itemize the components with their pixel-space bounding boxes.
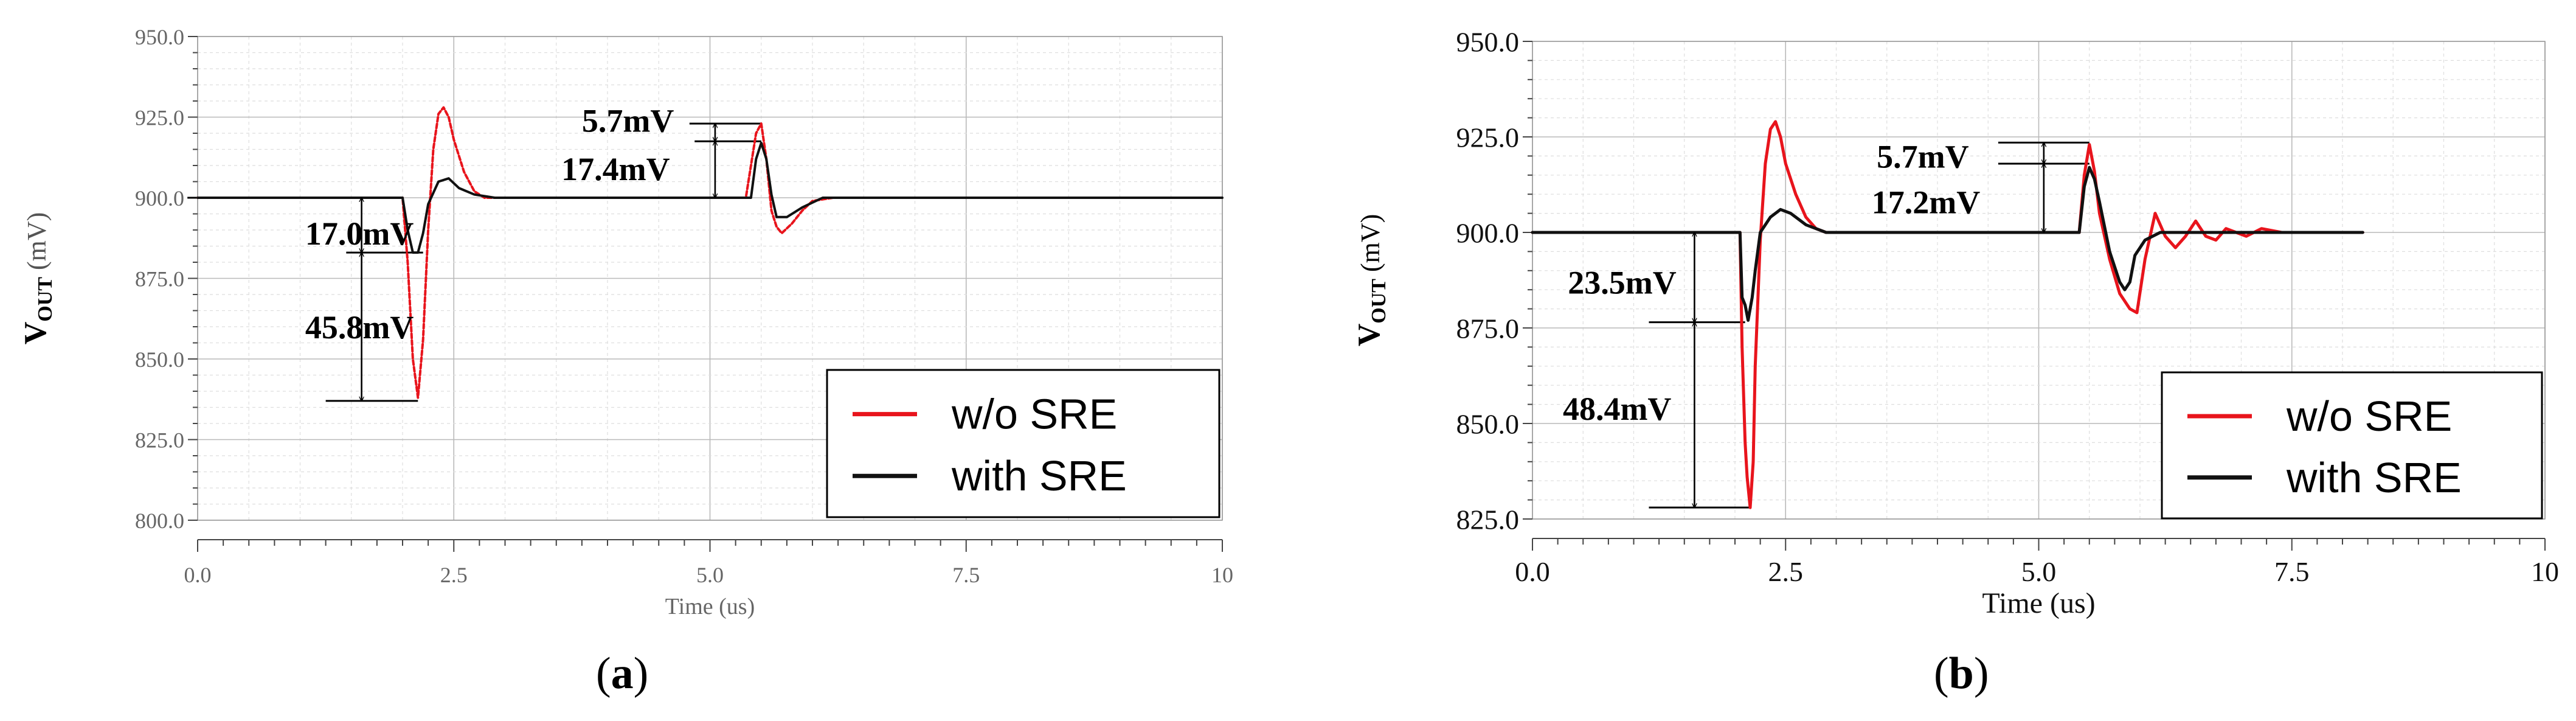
y-axis-title: VOUT (mV) — [1352, 214, 1390, 347]
legend-label: with SRE — [951, 452, 1127, 500]
x-tick-label: 0.0 — [1515, 556, 1550, 587]
legend-label: w/o SRE — [2286, 392, 2452, 440]
chart-panel-b: 0.0 2.5 5.0 7.5 10 Time (us) 825.0 850.0 875.0 90… — [1352, 27, 2559, 619]
legend: w/o SRE with SRE — [826, 369, 1220, 518]
plot-area — [1532, 41, 2546, 520]
legend-box — [2161, 371, 2543, 520]
annotation-label: 17.2mV — [1872, 184, 1980, 221]
x-tick-label: 7.5 — [2274, 556, 2310, 587]
x-tick-label: 2.5 — [440, 563, 468, 587]
y-axis-title-sub: OUT — [1368, 279, 1390, 324]
chart-panel-a: 0.0 2.5 5.0 7.5 10 Time (us) 800.0 825.0 850.0 87… — [18, 25, 1233, 619]
y-axis-title-unit: (mV) — [1356, 214, 1385, 279]
x-axis-title: Time (us) — [1982, 587, 2095, 619]
y-axis-title-main: V — [1352, 324, 1387, 347]
y-tick-label: 950.0 — [135, 25, 184, 49]
legend-label: w/o SRE — [951, 391, 1117, 438]
y-axis-title: VOUT (mV) — [18, 212, 57, 345]
y-tick-label: 925.0 — [135, 105, 184, 130]
y-tick-label: 825.0 — [135, 428, 184, 452]
legend: w/o SRE with SRE — [2161, 371, 2543, 520]
y-tick-label: 875.0 — [135, 266, 184, 291]
x-tick-label: 5.0 — [696, 563, 724, 587]
y-tick-label: 950.0 — [1456, 27, 1520, 58]
y-axis-title-unit: (mV) — [22, 212, 52, 277]
y-tick-label: 925.0 — [1456, 122, 1520, 153]
panel-label-b: (b) — [1934, 649, 1989, 698]
series-line-with-sre — [196, 141, 1224, 254]
y-tick-label: 900.0 — [135, 186, 184, 211]
y-axis-title-sub: OUT — [34, 277, 57, 322]
y-tick-label: 900.0 — [1456, 218, 1520, 249]
x-tick-label: 10 — [2531, 556, 2559, 587]
legend-label: with SRE — [2286, 454, 2462, 501]
x-tick-label: 7.5 — [952, 563, 980, 587]
y-axis-title-main: V — [18, 322, 53, 345]
annotation-label: 5.7mV — [582, 103, 674, 139]
legend-box — [826, 369, 1220, 518]
y-tick-label: 850.0 — [1456, 409, 1520, 440]
x-tick-label: 0.0 — [184, 563, 212, 587]
y-tick-label: 800.0 — [135, 509, 184, 533]
annotation-label: 17.4mV — [561, 151, 670, 187]
annotation-label: 17.0mV — [305, 215, 414, 252]
annotation-label: 48.4mV — [1563, 391, 1671, 427]
x-tick-label: 10 — [1211, 563, 1233, 587]
x-tick-label: 2.5 — [1768, 556, 1804, 587]
annotation-label: 5.7mV — [1877, 138, 1968, 175]
panel-label-a: (a) — [596, 649, 649, 698]
y-tick-label: 850.0 — [135, 347, 184, 372]
y-tick-label: 825.0 — [1456, 504, 1520, 535]
x-tick-label: 5.0 — [2021, 556, 2057, 587]
series-line-with-sre — [1531, 165, 2364, 322]
x-axis-title: Time (us) — [665, 594, 755, 619]
y-tick-label: 875.0 — [1456, 313, 1520, 344]
annotation-label: 23.5mV — [1568, 265, 1676, 301]
annotation-label: 45.8mV — [305, 309, 414, 346]
